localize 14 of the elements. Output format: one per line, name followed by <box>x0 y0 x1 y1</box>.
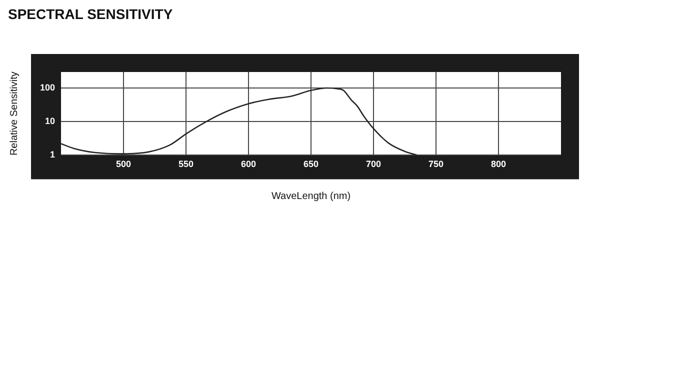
x-tick-label: 550 <box>178 159 194 170</box>
y-tick-label: 1 <box>50 150 56 160</box>
x-tick-label: 500 <box>116 159 132 170</box>
line-series <box>61 87 418 156</box>
y-axis-title: Relative Sensitivity <box>8 72 20 156</box>
y-tick-label: 10 <box>45 116 56 126</box>
x-tick-label: 700 <box>366 159 382 170</box>
x-tick-label: 750 <box>428 159 444 170</box>
x-tick-label: 800 <box>490 159 506 170</box>
y-tick-label: 100 <box>40 82 56 93</box>
chart-title: SPECTRAL SENSITIVITY <box>8 6 173 22</box>
x-tick-label: 600 <box>240 159 256 170</box>
x-axis-title: WaveLength (nm) <box>271 190 351 202</box>
x-tick-label: 650 <box>303 159 319 170</box>
